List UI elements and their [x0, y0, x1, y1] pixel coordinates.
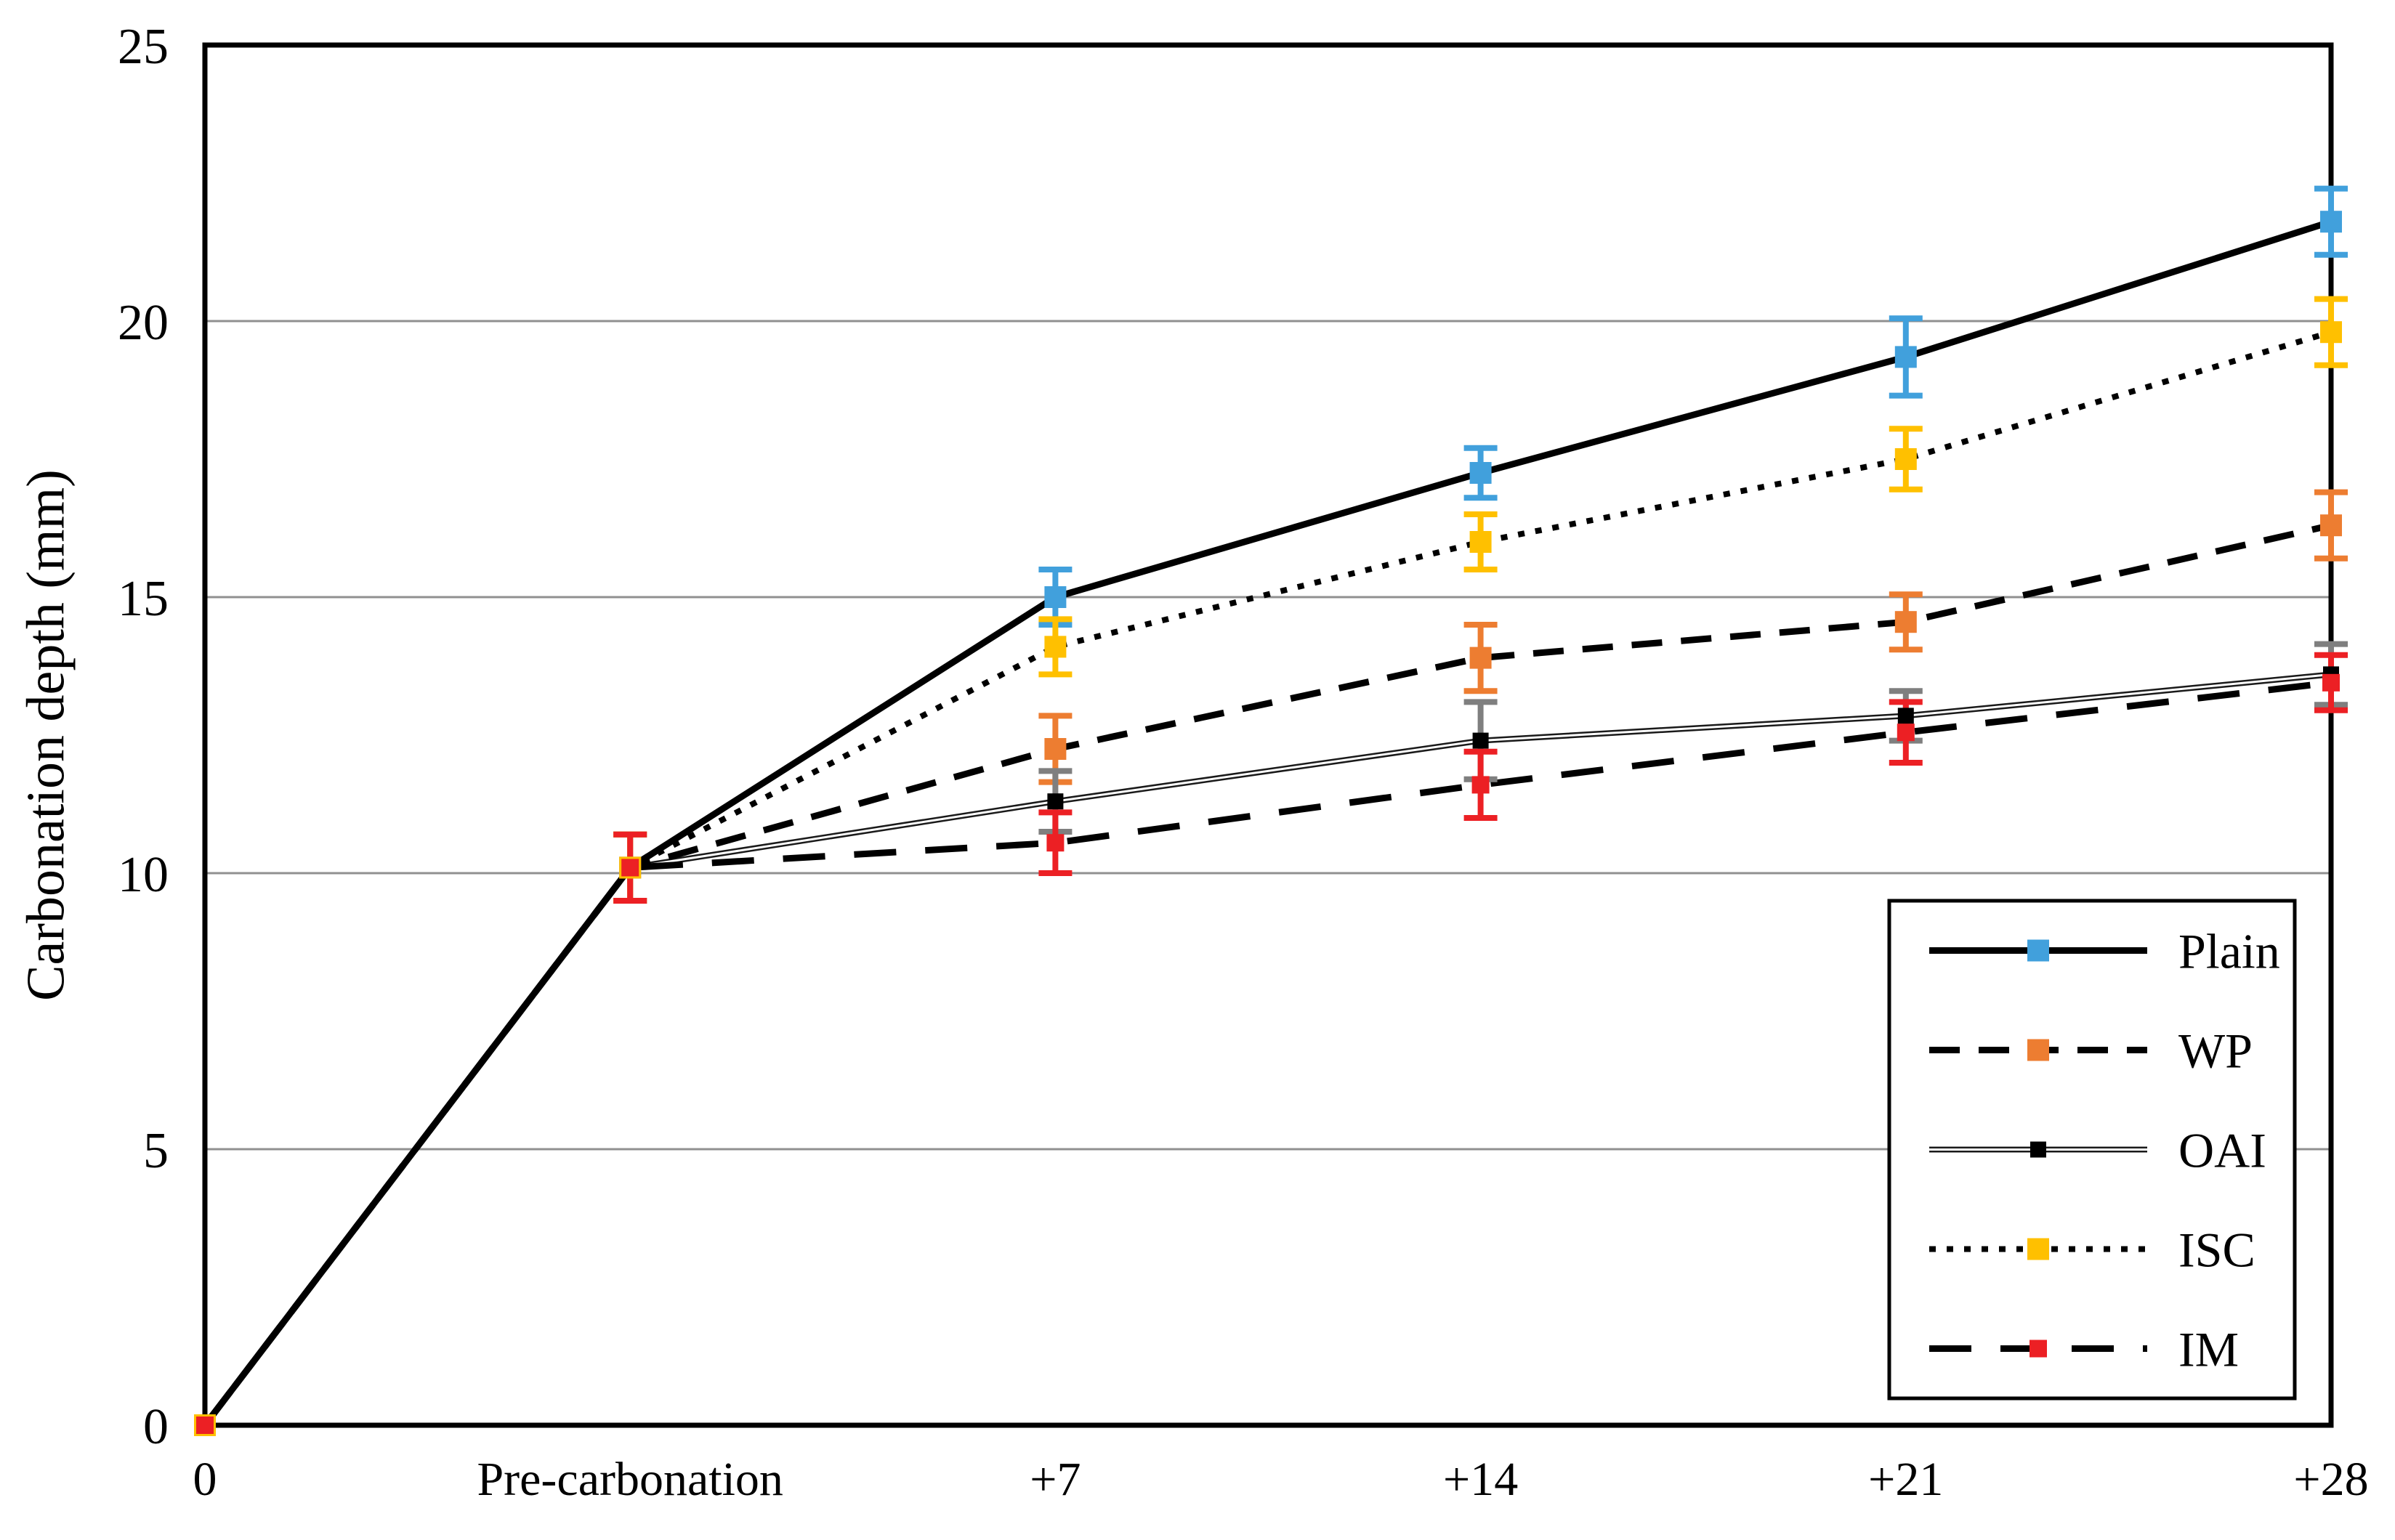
data-point-WP-+28	[2320, 514, 2342, 537]
legend-label-OAI: OAI	[2178, 1123, 2266, 1178]
x-axis-tick-labels: 0 Pre-carbonation +7 +14 +21 +28	[193, 1453, 2369, 1506]
y-tick-label-25: 25	[118, 19, 169, 75]
y-tick-label-10: 10	[118, 847, 169, 903]
y-tick-label-5: 5	[143, 1123, 169, 1179]
data-point-WP-+14	[1469, 647, 1492, 669]
data-point-Plain-+14	[1469, 462, 1492, 484]
data-point-OAI-+7	[1047, 793, 1064, 810]
data-point-IM-+28	[2322, 673, 2340, 692]
data-point-WP-+7	[1044, 738, 1067, 760]
legend-item-ISC: ISC	[1929, 1223, 2255, 1278]
data-point-Plain-+21	[1894, 346, 1917, 368]
legend-marker-WP	[2027, 1039, 2049, 1061]
series-line-ISC	[202, 329, 2333, 1427]
y-axis-title: Carbonation depth (mm)	[16, 469, 76, 1001]
legend-marker-Plain	[2027, 939, 2049, 962]
data-point-WP-+21	[1894, 611, 1917, 633]
legend-label-ISC: ISC	[2178, 1223, 2255, 1278]
plot-border	[202, 42, 2334, 1428]
data-point-IM-+7	[1046, 834, 1065, 852]
data-point-IM-+21	[1897, 724, 1915, 742]
error-bars	[613, 185, 2348, 904]
data-point-ISC-+14	[1469, 531, 1492, 553]
legend-label-WP: WP	[2178, 1024, 2253, 1079]
data-point-IM-0	[196, 1417, 214, 1434]
data-point-ISC-+7	[1044, 636, 1067, 658]
x-tick-label-+14: +14	[1443, 1453, 1518, 1506]
data-point-ISC-+21	[1894, 448, 1917, 470]
y-tick-label-15: 15	[118, 571, 169, 627]
x-tick-label-Pre-carbonation: Pre-carbonation	[477, 1453, 783, 1506]
legend-item-WP: WP	[1929, 1024, 2253, 1079]
series-line-IM	[202, 679, 2332, 1427]
x-tick-label-0: 0	[193, 1453, 217, 1506]
y-tick-label-0: 0	[143, 1399, 169, 1455]
legend-label-IM: IM	[2178, 1322, 2239, 1377]
data-point-OAI-+21	[1897, 708, 1914, 724]
x-tick-label-+28: +28	[2293, 1453, 2368, 1506]
legend-item-OAI: OAI	[1929, 1123, 2266, 1178]
data-point-Plain-+28	[2320, 211, 2342, 233]
x-tick-label-+7: +7	[1030, 1453, 1081, 1506]
series-markers	[194, 211, 2342, 1436]
series-lines	[202, 218, 2333, 1427]
legend-item-IM: IM	[1929, 1322, 2239, 1377]
data-point-IM-+14	[1471, 776, 1490, 794]
legend: Plain WP OAI ISC IM	[1887, 899, 2297, 1401]
data-point-Plain-+7	[1044, 586, 1067, 608]
data-point-ISC-+28	[2320, 321, 2342, 344]
x-tick-label-+21: +21	[1868, 1453, 1943, 1506]
data-point-IM-Pre-carbonation	[621, 859, 639, 877]
legend-item-Plain: Plain	[1929, 924, 2280, 979]
legend-marker-OAI	[2030, 1141, 2046, 1158]
legend-marker-ISC	[2027, 1238, 2049, 1260]
legend-marker-IM	[2030, 1340, 2047, 1358]
data-point-OAI-+14	[1472, 732, 1489, 749]
y-tick-label-20: 20	[118, 295, 169, 351]
y-axis-tick-labels: 0 5 10 15 20 25	[118, 19, 169, 1455]
series-line-WP	[202, 522, 2332, 1427]
legend-label-Plain: Plain	[2178, 924, 2280, 979]
